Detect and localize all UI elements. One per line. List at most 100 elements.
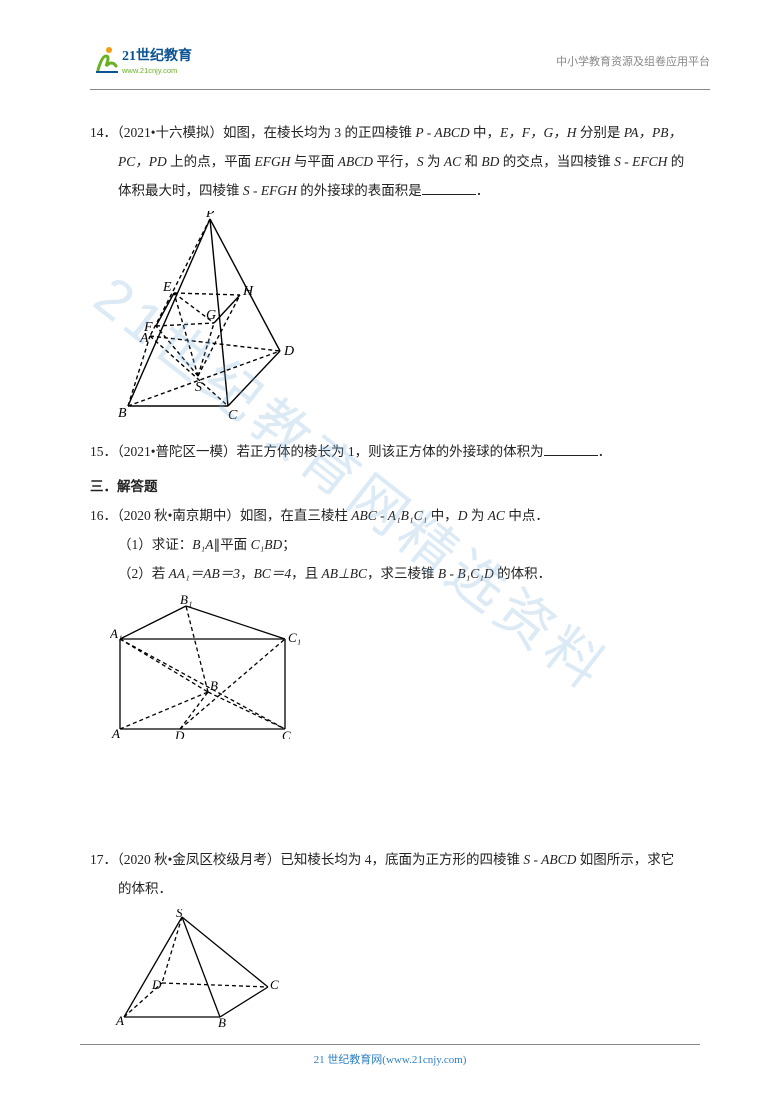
spacer [90, 755, 710, 845]
question-17: 17．（2020 秋•金凤区校级月考）已知棱长均为 4，底面为正方形的四棱锥 S… [90, 845, 710, 1037]
lbl-A: A [139, 331, 149, 346]
q16-figure: B₁ A₁ C₁ B A D C [110, 594, 710, 749]
q14-l2a: PC，PD [118, 154, 167, 169]
q16-p1b: ∥平面 [213, 537, 250, 552]
lbl-S: S [176, 909, 183, 920]
q14-l2e: 为 [424, 154, 444, 169]
q14-l2f: 和 [461, 154, 481, 169]
q17-line2: 的体积． [90, 874, 710, 903]
q16-v1: D [458, 508, 468, 523]
q16-part2: （2）若 AA₁＝AB＝3，BC＝4，且 AB⊥BC，求三棱锥 B - B₁C₁… [90, 559, 710, 588]
q16-p2d: ，求三棱锥 [367, 566, 438, 581]
q17-t1: 已知棱长均为 4，底面为正方形的四棱锥 [280, 852, 523, 867]
lbl-A: A [115, 1013, 124, 1027]
q14-l2c: 与平面 [291, 154, 338, 169]
q14-t1: 如图，在棱长均为 3 的正四棱锥 [223, 125, 415, 140]
lbl-P: P [205, 211, 215, 221]
lbl-D: D [283, 344, 294, 359]
lbl-B: B [118, 406, 127, 421]
q16-part1: （1）求证：B₁A∥平面 C₁BD； [90, 530, 710, 559]
q14-l2h: 的 [667, 154, 684, 169]
page-footer: 21 世纪教育网(www.21cnjy.com) [80, 1044, 700, 1067]
lbl-G: G [206, 308, 216, 323]
q14-line3: 体积最大时，四棱锥 S - EFGH 的外接球的表面积是． [90, 176, 710, 205]
q17-num: 17． [90, 852, 117, 867]
q16-p2e4: B - B₁C₁D [438, 566, 494, 581]
q14-v1: E，F，G，H [500, 125, 577, 140]
lbl-C1: C₁ [288, 630, 300, 645]
question-14: 14．（2021•十六模拟）如图，在棱长均为 3 的正四棱锥 P - ABCD … [90, 118, 710, 431]
page-header: 21世纪教育 www.21cnjy.com 中小学教育资源及组卷应用平台 [90, 40, 710, 90]
question-15: 15．（2021•普陀区一模）若正方体的棱长为 1，则该正方体的外接球的体积为． [90, 437, 710, 466]
q14-v2: PA，PB， [624, 125, 682, 140]
q17-figure: S D C A B [110, 909, 710, 1037]
q16-p1a: （1）求证： [118, 537, 192, 552]
lbl-B1: B₁ [180, 594, 192, 607]
q16-p1c: ； [282, 537, 296, 552]
q14-period: ． [476, 183, 490, 198]
section-3-heading: 三．解答题 [90, 472, 710, 501]
lbl-C: C [282, 728, 291, 739]
q14-v7: BD [481, 154, 499, 169]
lbl-C: C [228, 408, 238, 421]
logo-icon: 21世纪教育 www.21cnjy.com [90, 42, 202, 80]
lbl-A1: A₁ [110, 626, 122, 641]
q16-p1e2: C₁BD [251, 537, 283, 552]
q15-t1: 若正方体的棱长为 1，则该正方体的外接球的体积为 [236, 444, 543, 459]
lbl-A: A [111, 726, 120, 739]
lbl-B: B [218, 1015, 226, 1027]
q14-v8: S - EFCH [614, 154, 667, 169]
page: 21世纪教育网精选资料 21世纪教育 www.21cnjy.com 中小学教育资… [0, 0, 780, 1103]
q16-p1e: B₁A [192, 537, 213, 552]
q16-p2b: ， [240, 566, 254, 581]
q17-source: （2020 秋•金凤区校级月考） [117, 852, 280, 867]
q16-num: 16． [90, 508, 117, 523]
lbl-B: B [210, 678, 218, 693]
q14-svg: P E H F G A D B S C [110, 211, 310, 421]
content-area: 14．（2021•十六模拟）如图，在棱长均为 3 的正四棱锥 P - ABCD … [90, 118, 710, 1037]
q14-figure: P E H F G A D B S C [110, 211, 710, 431]
q16-p2e2: BC＝4 [254, 566, 292, 581]
q15-source: （2021•普陀区一模） [117, 444, 236, 459]
question-16: 16．（2020 秋•南京期中）如图，在直三棱柱 ABC - A₁B₁C₁ 中，… [90, 501, 710, 749]
q15-period: ． [598, 444, 612, 459]
q16-source: （2020 秋•南京期中） [117, 508, 240, 523]
q14-l3a: 体积最大时，四棱锥 [118, 183, 243, 198]
header-right-text: 中小学教育资源及组卷应用平台 [556, 53, 710, 69]
q14-l3b: 的外接球的表面积是 [297, 183, 422, 198]
lbl-C: C [270, 977, 279, 992]
logo-text-top: 21世纪教育 [122, 47, 192, 64]
lbl-D: D [151, 977, 162, 992]
q14-line1: 14．（2021•十六模拟）如图，在棱长均为 3 的正四棱锥 P - ABCD … [90, 118, 710, 147]
q16-t1: 如图，在直三棱柱 [240, 508, 351, 523]
q14-e1: P - ABCD [415, 125, 469, 140]
q14-v3: EFGH [255, 154, 291, 169]
q16-p2a: （2）若 [118, 566, 169, 581]
q14-l2b: 上的点，平面 [167, 154, 255, 169]
q14-source: （2021•十六模拟） [117, 125, 223, 140]
q14-line2: PC，PD 上的点，平面 EFGH 与平面 ABCD 平行，S 为 AC 和 B… [90, 147, 710, 176]
logo: 21世纪教育 www.21cnjy.com [90, 42, 202, 80]
q16-p2e3: AB⊥BC [321, 566, 367, 581]
footer-text: 21 世纪教育网(www.21cnjy.com) [314, 1054, 467, 1066]
q14-v4: ABCD [338, 154, 373, 169]
q16-p2e: 的体积． [494, 566, 551, 581]
q14-blank[interactable] [422, 182, 476, 196]
lbl-S: S [195, 380, 202, 395]
q16-t1c: 为 [467, 508, 487, 523]
q17-line1: 17．（2020 秋•金凤区校级月考）已知棱长均为 4，底面为正方形的四棱锥 S… [90, 845, 710, 874]
q14-t1b: 中， [470, 125, 500, 140]
q17-t1b: 如图所示，求它 [576, 852, 674, 867]
q17-e1: S - ABCD [523, 852, 576, 867]
q16-p2e1: AA₁＝AB＝3 [169, 566, 240, 581]
q14-t1c: 分别是 [577, 125, 624, 140]
logo-text-bottom: www.21cnjy.com [121, 66, 177, 75]
lbl-E: E [162, 280, 172, 295]
q16-e1: ABC - A₁B₁C₁ [351, 508, 427, 523]
q14-v5: S [417, 154, 424, 169]
q16-t1b: 中， [427, 508, 457, 523]
q14-l2g: 的交点，当四棱锥 [499, 154, 614, 169]
q15-blank[interactable] [544, 443, 598, 457]
q14-l2d: 平行， [373, 154, 417, 169]
q16-line1: 16．（2020 秋•南京期中）如图，在直三棱柱 ABC - A₁B₁C₁ 中，… [90, 501, 710, 530]
